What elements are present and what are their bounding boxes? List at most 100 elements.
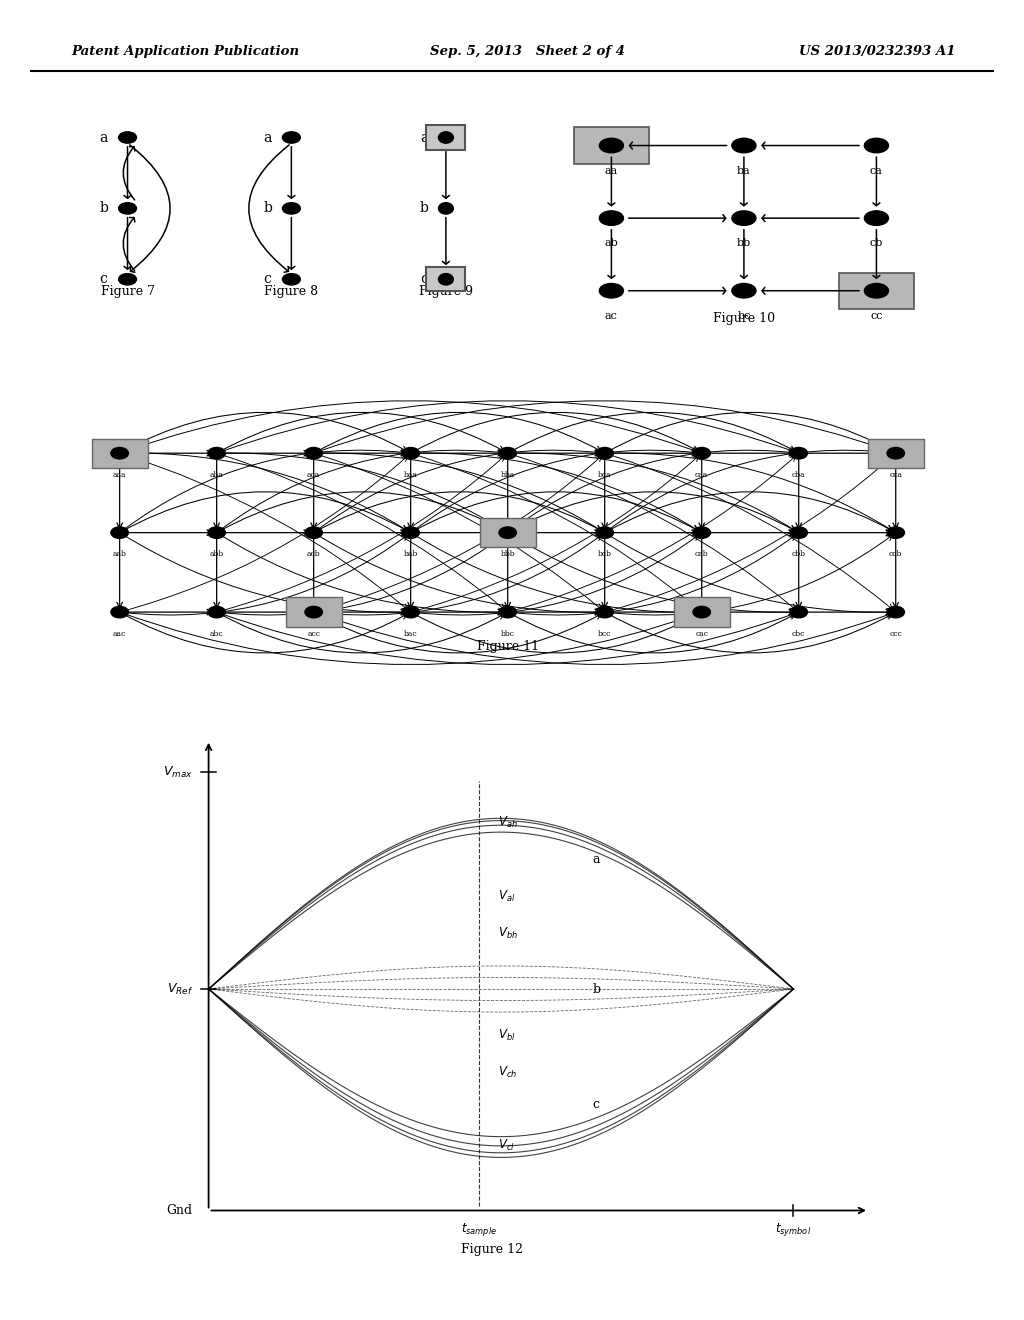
Circle shape [599,211,624,226]
Text: cac: cac [695,630,709,638]
Text: $t_{symbol}$: $t_{symbol}$ [775,1221,812,1238]
Text: Figure 9: Figure 9 [419,285,473,298]
Circle shape [790,606,808,618]
Circle shape [208,606,225,618]
Circle shape [402,447,420,459]
Text: caa: caa [695,471,709,479]
Text: Figure 11: Figure 11 [476,640,539,653]
Text: c: c [263,272,271,286]
Circle shape [599,139,624,153]
Circle shape [402,606,420,618]
Text: Gnd: Gnd [167,1204,193,1217]
Text: bcc: bcc [598,630,611,638]
Text: c: c [592,1098,599,1111]
Text: bba: bba [501,471,515,479]
Text: ba: ba [737,166,751,176]
FancyBboxPatch shape [286,598,342,627]
Circle shape [596,447,613,459]
FancyBboxPatch shape [426,125,466,149]
Text: Sep. 5, 2013   Sheet 2 of 4: Sep. 5, 2013 Sheet 2 of 4 [430,45,625,58]
Circle shape [499,527,516,539]
Circle shape [887,527,904,539]
Circle shape [119,132,136,143]
Circle shape [438,273,454,285]
Circle shape [790,527,808,539]
Text: Figure 8: Figure 8 [264,285,318,298]
Text: b: b [420,202,429,215]
Text: $V_{al}$: $V_{al}$ [498,890,515,904]
Text: $V_{bh}$: $V_{bh}$ [498,927,518,941]
Circle shape [305,527,323,539]
Text: aaa: aaa [113,471,126,479]
Text: Patent Application Publication: Patent Application Publication [72,45,300,58]
Text: abb: abb [210,550,224,558]
Text: bca: bca [598,471,611,479]
Text: b: b [99,202,109,215]
Text: $t_{sample}$: $t_{sample}$ [461,1221,497,1238]
Text: bac: bac [403,630,418,638]
Circle shape [599,284,624,298]
Text: $V_{ch}$: $V_{ch}$ [498,1064,517,1080]
Circle shape [111,606,128,618]
Circle shape [402,527,420,539]
Text: $V_{ah}$: $V_{ah}$ [498,816,518,830]
Circle shape [305,447,323,459]
Circle shape [111,447,128,459]
Text: c: c [99,272,108,286]
Text: cbc: cbc [792,630,806,638]
Circle shape [864,211,889,226]
FancyBboxPatch shape [479,517,536,548]
Circle shape [887,447,904,459]
Circle shape [119,203,136,214]
Text: ccc: ccc [890,630,902,638]
Circle shape [864,139,889,153]
Text: bc: bc [737,312,751,321]
Text: c: c [420,272,428,286]
Text: ca: ca [870,166,883,176]
Circle shape [111,527,128,539]
Text: a: a [592,853,600,866]
Circle shape [693,527,711,539]
Circle shape [119,273,136,285]
Text: bb: bb [737,239,751,248]
FancyBboxPatch shape [574,127,649,164]
Circle shape [208,447,225,459]
Text: ccb: ccb [889,550,902,558]
Text: acb: acb [307,550,321,558]
Text: $V_{Ref}$: $V_{Ref}$ [167,982,193,997]
Circle shape [499,606,516,618]
Text: ab: ab [604,239,618,248]
Circle shape [596,606,613,618]
Circle shape [732,211,756,226]
Circle shape [305,606,323,618]
FancyBboxPatch shape [426,267,466,292]
Text: cbb: cbb [792,550,806,558]
Text: $V_{bl}$: $V_{bl}$ [498,1027,515,1043]
Text: cb: cb [869,239,883,248]
Text: bbc: bbc [501,630,515,638]
Text: cab: cab [695,550,709,558]
Text: bab: bab [403,550,418,558]
Text: bbb: bbb [501,550,515,558]
Circle shape [499,447,516,459]
Text: aac: aac [113,630,126,638]
FancyBboxPatch shape [674,598,730,627]
Text: cba: cba [792,471,806,479]
Circle shape [283,132,300,143]
Text: US 2013/0232393 A1: US 2013/0232393 A1 [799,45,955,58]
Circle shape [790,447,808,459]
Text: bcb: bcb [598,550,611,558]
Text: a: a [263,131,271,144]
Circle shape [596,527,613,539]
Text: aca: aca [307,471,321,479]
Circle shape [732,139,756,153]
Text: a: a [99,131,108,144]
Text: aa: aa [605,166,618,176]
FancyBboxPatch shape [91,438,147,467]
Text: $V_{max}$: $V_{max}$ [163,764,193,780]
Text: cca: cca [889,471,902,479]
Circle shape [283,273,300,285]
Circle shape [438,203,454,214]
Circle shape [887,606,904,618]
Text: a: a [420,131,428,144]
